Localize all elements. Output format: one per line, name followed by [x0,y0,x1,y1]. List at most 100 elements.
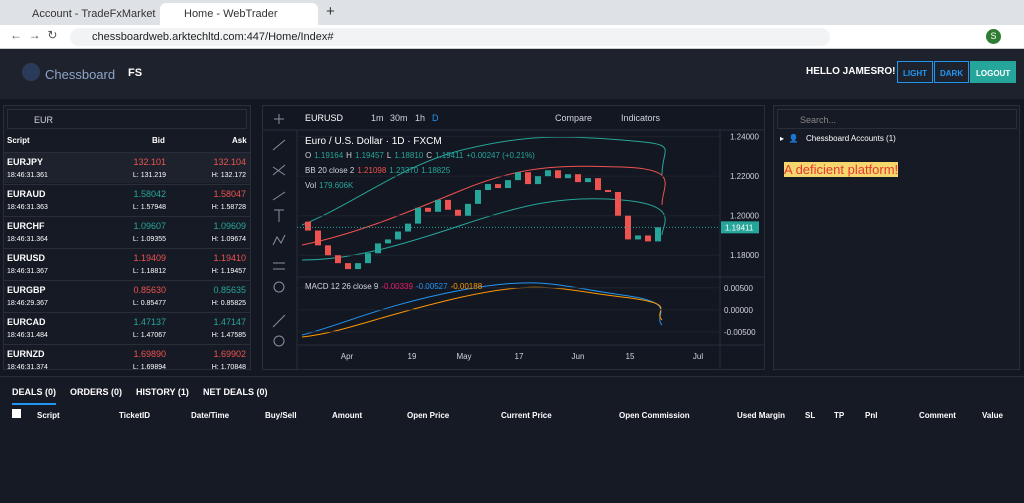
macd-line [301,282,663,336]
macd-item: -0.00339 [381,282,413,291]
interval[interactable]: 1h [415,113,426,123]
ohlc-item: 1.19164 [314,151,344,160]
tab-bar: Account - TradeFxMarket Home - WebTrader… [0,0,1024,25]
quote-script: EURCAD [7,317,46,327]
chart: 1.24000 1.22000 1.20000 1.18000 0.00500 0.000… [262,114,765,370]
dark-button[interactable]: DARK [934,61,970,83]
quote-ask: 132.104 [213,157,246,167]
tab[interactable]: Account - TradeFxMarket [32,8,156,20]
quote-script: EURNZD [7,349,45,359]
quote-high: H: 1.70848 [211,364,246,371]
quote-ask: 1.69902 [213,349,246,359]
bottom-tab[interactable]: NET DEALS (0) [203,387,268,397]
candle [545,170,551,177]
ohlc-item: H [346,151,352,160]
column-header: Used Margin [737,411,786,420]
logo-icon [22,63,40,81]
bb-basis [301,165,666,246]
column-header: Date/Time [191,411,230,420]
ohlc-item: O [305,151,312,160]
column-header: Amount [332,411,363,420]
quote-high: H: 1.47585 [211,332,246,339]
accounts-node[interactable]: Chessboard Accounts (1) [806,134,896,143]
bb-item: 1.21098 [357,166,387,175]
logout-button[interactable]: LOGOUT [970,61,1017,83]
bottom-tab[interactable]: HISTORY (1) [136,387,189,397]
quote-low: L: 1.69894 [132,364,166,371]
indicators[interactable]: Indicators [621,113,661,123]
compare[interactable]: Compare [555,113,593,123]
select-all[interactable] [12,409,21,418]
quote-ask: 0.85635 [213,285,246,295]
x-tick-label: 17 [515,352,524,361]
quote-row[interactable]: EURNZD 18:46:31.374 1.69890 L: 1.69894 1.699… [4,344,250,375]
column-header: Pnl [865,411,878,420]
volume-item: Vol [305,181,317,190]
nav-buttons[interactable]: ← → ↻ [10,28,58,42]
account-search[interactable]: Search... [777,109,1017,129]
y-tick-label: 1.20000 [730,212,759,221]
ohlc-legend: O 1.19164 H 1.19457 L 1.18810 C 1.19411 +0.00247… [305,151,538,160]
bottom-tab[interactable]: DEALS (0) [12,387,57,405]
quote-row[interactable]: EURCAD 18:46:31.484 1.47137 L: 1.47067 1.471… [4,312,250,343]
quote-bid: 1.19409 [133,253,166,263]
bb-item: 1.18825 [421,166,451,175]
quote-row[interactable]: EURAUD 18:46:31.363 1.58042 L: 1.57948 1.580… [4,184,250,215]
quotes-panel: EUR Script Bid Ask EURJPY 18:46:31.361 132… [3,105,251,371]
quote-low: L: 1.47067 [132,332,166,339]
quote-row[interactable]: EURJPY 18:46:31.361 132.101 L: 131.219 132.1… [4,152,250,183]
quote-row[interactable]: EURCHF 18:46:31.364 1.09607 L: 1.09355 1.096… [4,216,250,247]
ohlc-item: 1.19411 [435,151,464,160]
drawing-tools[interactable] [272,114,286,347]
quote-script: EURCHF [7,221,45,231]
quote-search[interactable]: EUR [7,109,247,129]
y-tick-label: 1.22000 [730,172,759,181]
candle [635,235,641,240]
candle [315,230,321,246]
quote-high: H: 132.172 [211,172,246,179]
interval[interactable]: D [432,113,439,123]
quote-row[interactable]: EURUSD 18:46:31.367 1.19409 L: 1.18812 1.194… [4,248,250,279]
url[interactable]: chessboardweb.arktechltd.com:447/Home/In… [70,28,830,46]
candle [385,239,391,244]
candle [495,184,501,189]
account[interactable]: FS [128,67,143,79]
candle [615,191,621,216]
column-header: TicketID [119,411,150,420]
x-tick-label: Jun [572,352,585,361]
symbol[interactable]: EURUSD [305,113,344,123]
candle [435,199,441,212]
quote-time: 18:46:31.367 [7,268,48,275]
candle [325,245,331,256]
logo: Chessboard [45,67,116,82]
macd-item: -0.00527 [415,282,448,291]
quote-script: EURUSD [7,253,46,263]
quote-time: 18:46:31.361 [7,172,48,179]
y-tick-label: 1.24000 [730,133,759,142]
quote-bid: 1.09607 [133,221,166,231]
bb-item: BB 20 close 2 [305,166,355,175]
column-header: Comment [919,411,956,420]
ohlc-item: +0.00247 (+0.21%) [466,151,535,160]
profile[interactable]: S [986,29,1001,44]
candle [505,180,511,189]
tab[interactable]: Home - WebTrader [160,3,318,25]
bottom-tab[interactable]: ORDERS (0) [70,387,123,397]
column-header: Value [982,411,1003,420]
interval[interactable]: 1m [371,113,384,123]
quote-ask: 1.19410 [213,253,246,263]
candle [535,176,541,185]
candle [515,172,521,181]
volume-item: 179.606K [319,181,354,190]
light-button[interactable]: LIGHT [897,61,933,83]
new-tab[interactable]: + [326,3,335,20]
column-header: Open Commission [619,411,690,420]
y2-tick-label: 0.00500 [724,284,753,293]
tree-toggle[interactable]: ▸ 👤 [780,134,799,143]
quote-row[interactable]: EURGBP 18:46:29.367 0.85630 L: 0.85477 0.856… [4,280,250,311]
candle [355,263,361,270]
quote-time: 18:46:31.363 [7,204,48,211]
interval[interactable]: 30m [390,113,408,123]
chart-panel: 1.24000 1.22000 1.20000 1.18000 0.00500 0.000… [262,105,765,370]
bb-item: 1.23370 [389,166,419,175]
